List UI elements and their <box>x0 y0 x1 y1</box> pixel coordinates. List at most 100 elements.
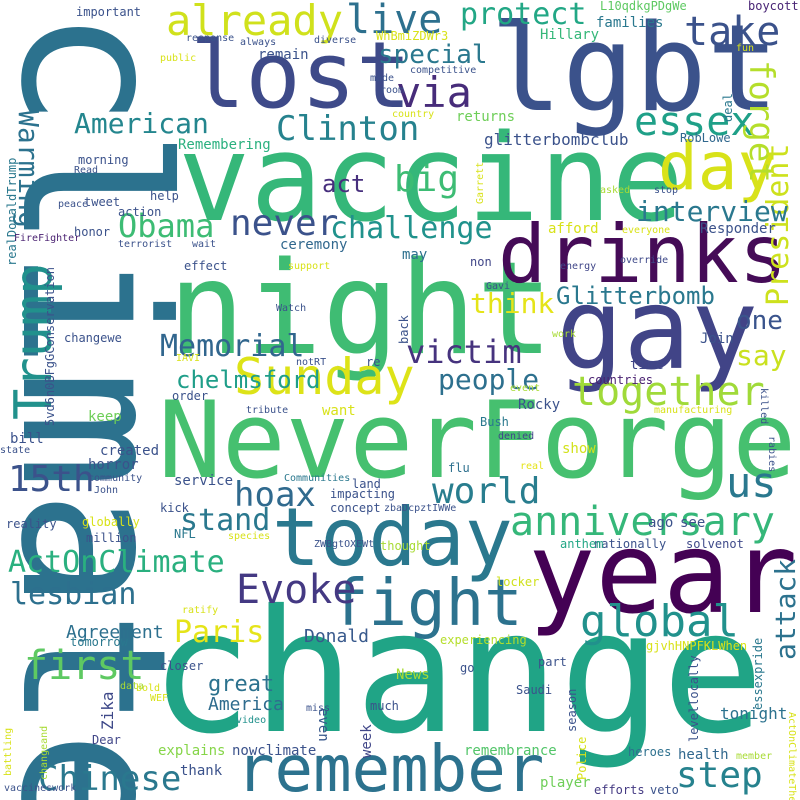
word-step: step <box>676 755 763 796</box>
word-stand: stand <box>180 503 271 538</box>
word-member: member <box>736 751 773 762</box>
word-order: order <box>172 389 209 403</box>
word-american: American <box>74 107 209 140</box>
word-evoke: Evoke <box>236 567 357 613</box>
word-see: see <box>680 515 706 531</box>
word-want: want <box>322 403 356 419</box>
word-essex: essex <box>634 99 755 145</box>
word-solvenot: solvenot <box>686 537 744 551</box>
word-world: world <box>432 471 541 512</box>
word-experiencing: experiencing <box>440 633 527 647</box>
word-work: work <box>552 329 577 340</box>
word-concept: concept <box>330 501 381 515</box>
word-day: day <box>658 128 778 205</box>
word-globally: globally <box>82 515 140 529</box>
word-hoax: hoax <box>234 475 316 515</box>
word-memorial: Memorial <box>160 329 305 364</box>
word-service: service <box>174 473 234 489</box>
word-change: change <box>150 574 765 772</box>
word-say: say <box>736 339 787 372</box>
word-event: event <box>510 383 541 394</box>
word-part: part <box>538 655 567 669</box>
word-lost: lost <box>190 22 412 129</box>
word-responder: Responder <box>700 221 776 237</box>
word-explains: explains <box>158 743 226 759</box>
word-deal: deal <box>721 93 735 122</box>
word-read: Read <box>74 165 99 176</box>
word-effect: effect <box>184 259 228 273</box>
word-help: help <box>150 189 179 203</box>
word-l10qdkgpdgwe: L10qdkgPDgWe <box>600 0 687 13</box>
word-wef: WEF <box>150 693 169 704</box>
word-important: important <box>76 5 142 19</box>
word-nfl: NFL <box>174 527 196 541</box>
word-created: created <box>100 443 160 459</box>
word-special: special <box>378 40 488 70</box>
word-america: America <box>208 694 284 715</box>
word-chelmsford: chelmsford <box>176 366 321 394</box>
word-police: Police <box>575 736 589 780</box>
word-act: act <box>322 170 366 198</box>
word-manufacturing: manufacturing <box>654 405 733 416</box>
word-honor: honor <box>74 225 111 239</box>
word-competitive: competitive <box>410 65 477 76</box>
word-terrorist: terrorist <box>118 239 173 250</box>
word-levellocally: levellocally <box>687 655 701 742</box>
word-tonight: tonight <box>720 704 788 723</box>
word-interview: interview <box>636 195 788 228</box>
word-iavi: IAVI <box>176 353 201 364</box>
word-via: via <box>396 68 472 117</box>
word-battling: battling <box>3 727 14 776</box>
word-bush: Bush <box>480 415 509 429</box>
word-donald: Donald <box>304 626 370 647</box>
word-anthem: anthem <box>560 537 604 551</box>
word-essexpride: essexpride <box>751 637 765 710</box>
word-first: first <box>24 643 145 689</box>
word-chinese: Chinese <box>38 759 182 799</box>
word-efforts: efforts <box>594 783 645 797</box>
word-community: community <box>88 473 143 484</box>
word-remember: remember <box>236 733 545 800</box>
word-zika: Zika <box>98 691 117 730</box>
word-tweet: tweet <box>84 195 121 209</box>
word-stop: stop <box>654 185 679 196</box>
word-public: public <box>160 53 197 64</box>
word-challenge: challenge <box>330 211 493 246</box>
word-sunday: Sunday <box>234 348 415 406</box>
word-kick: kick <box>160 501 189 515</box>
word-never: never <box>230 203 339 244</box>
word-morning: morning <box>78 153 129 167</box>
word-non: non <box>470 255 492 269</box>
word-hillary: Hillary <box>540 27 600 43</box>
word-attack: attack <box>769 558 800 660</box>
word-real: real <box>520 461 545 472</box>
word-week: week <box>359 724 375 758</box>
word-families: families <box>596 15 664 31</box>
word-much: much <box>370 699 399 713</box>
word-saudi: Saudi <box>516 683 553 697</box>
word-country: country <box>392 109 435 120</box>
word-changewe: changewe <box>64 331 122 345</box>
word-state: state <box>0 445 31 456</box>
word-heroes: heroes <box>628 745 672 759</box>
word-one: one <box>736 306 783 336</box>
word-fight: fight <box>330 567 523 641</box>
word-go: go <box>460 661 475 675</box>
word-live: live <box>346 0 443 43</box>
word-clinton: Clinton <box>276 109 420 149</box>
word-zwbgtoxewt: ZWBgtOXEWt <box>314 539 375 550</box>
word-made: made <box>370 73 395 84</box>
word-bold: bold <box>136 683 161 694</box>
word-may: may <box>402 247 428 263</box>
word-support: support <box>288 261 331 272</box>
word-million: million <box>86 531 137 545</box>
word-lesbian: lesbian <box>10 577 137 612</box>
word-watch: Watch <box>276 303 307 314</box>
word-veto: veto <box>650 783 679 797</box>
word-denied: denied <box>498 431 535 442</box>
word-realdonaldtrump: realDonaldTrump <box>5 157 19 266</box>
word-notrt: notRT <box>296 357 327 368</box>
word-vaccine: vaccine <box>178 110 684 249</box>
word-actonclimate: ActOnClimate <box>8 545 225 580</box>
